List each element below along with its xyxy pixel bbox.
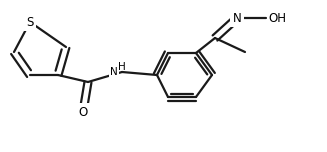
Text: N: N	[232, 12, 241, 24]
Text: O: O	[78, 105, 88, 119]
Text: S: S	[26, 16, 34, 29]
Text: H: H	[118, 62, 126, 72]
Text: N: N	[110, 67, 118, 77]
Text: OH: OH	[268, 12, 286, 24]
